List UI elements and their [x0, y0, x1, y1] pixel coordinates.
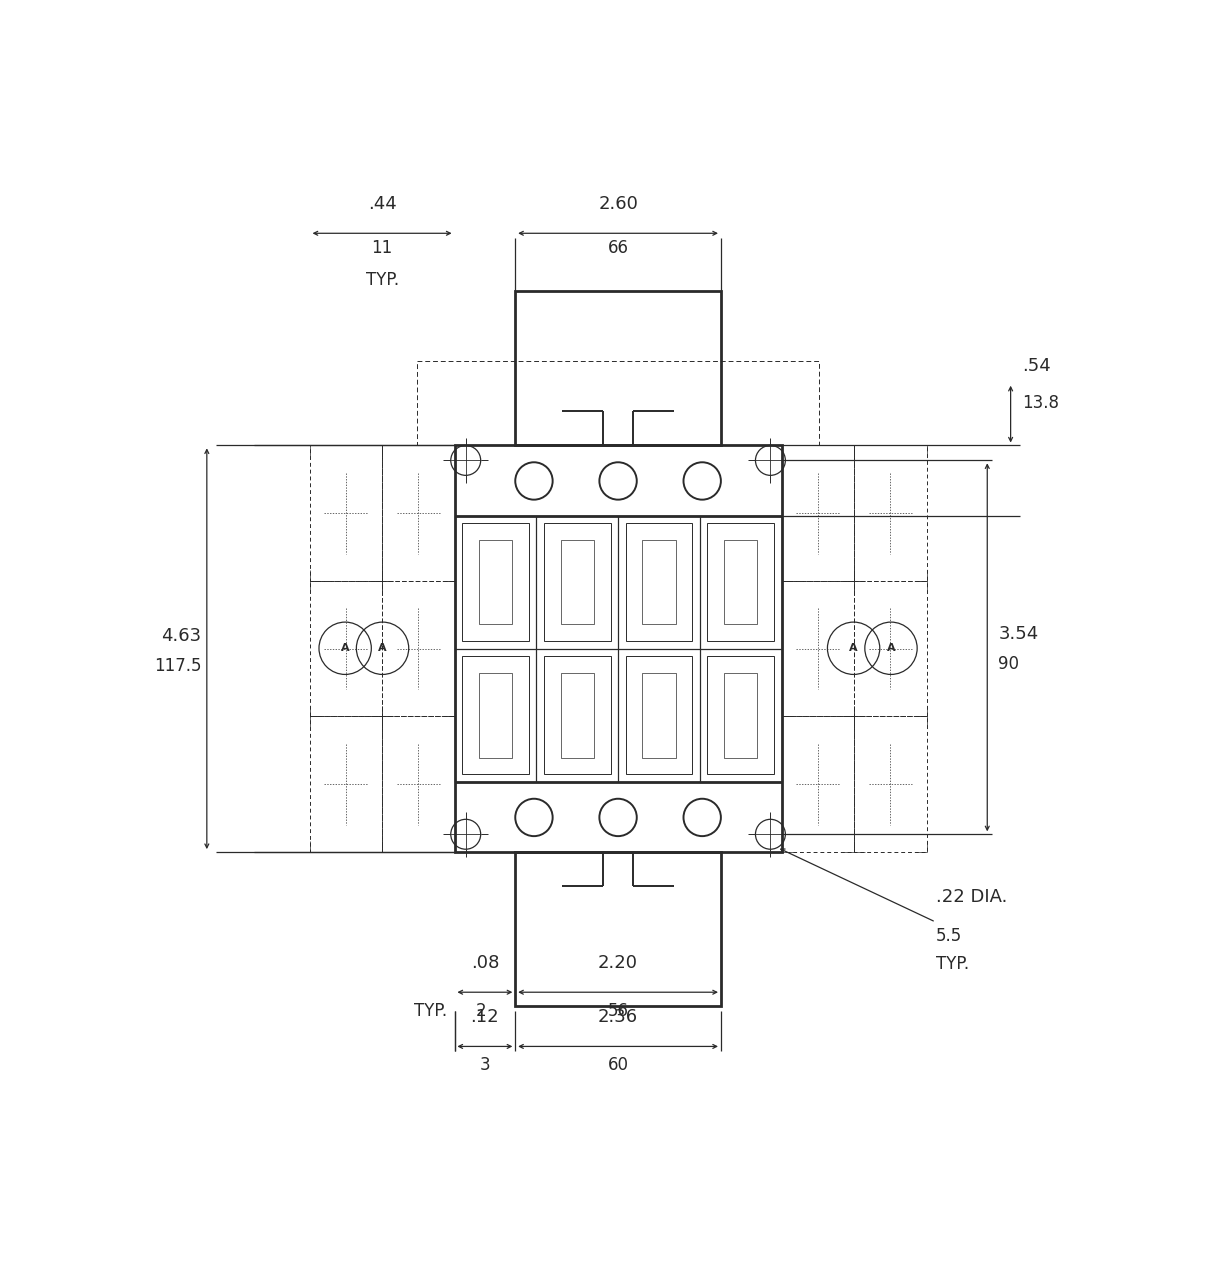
Bar	[382, 581, 455, 717]
Bar	[626, 524, 692, 641]
Bar	[561, 540, 593, 625]
Bar	[724, 540, 757, 625]
Bar	[781, 581, 854, 717]
Bar	[643, 540, 675, 625]
Text: A: A	[341, 644, 350, 653]
Text: 13.8: 13.8	[1021, 394, 1059, 412]
Bar	[708, 524, 774, 641]
Bar	[854, 717, 926, 852]
Text: A: A	[849, 644, 857, 653]
Text: 56: 56	[608, 1001, 628, 1020]
Text: 117.5: 117.5	[153, 657, 201, 675]
Bar	[854, 581, 926, 717]
Bar	[626, 657, 692, 774]
Text: 3: 3	[480, 1056, 490, 1074]
Bar	[310, 445, 382, 581]
Bar	[708, 657, 774, 774]
Text: A: A	[379, 644, 387, 653]
Text: A: A	[886, 644, 895, 653]
Text: 4.63: 4.63	[162, 627, 201, 645]
Bar	[462, 657, 528, 774]
Text: 3.54: 3.54	[999, 625, 1038, 644]
Bar	[382, 445, 455, 581]
Text: .44: .44	[368, 195, 397, 212]
Bar	[561, 673, 593, 758]
Text: 60: 60	[608, 1056, 628, 1074]
Bar	[462, 524, 528, 641]
Bar	[417, 361, 819, 445]
Bar	[854, 445, 926, 581]
Text: .08: .08	[470, 954, 499, 972]
Text: .54: .54	[1021, 357, 1050, 375]
Bar	[544, 657, 610, 774]
Bar	[544, 524, 610, 641]
Text: 2.36: 2.36	[598, 1007, 638, 1025]
Bar	[515, 292, 721, 445]
Text: 2.20: 2.20	[598, 954, 638, 972]
Text: TYP.: TYP.	[365, 270, 399, 289]
Bar	[515, 852, 721, 1006]
Bar	[781, 445, 854, 581]
Bar	[382, 717, 455, 852]
Bar	[455, 516, 781, 782]
Text: 5.5: 5.5	[936, 927, 962, 945]
Bar	[455, 445, 781, 852]
Bar	[310, 581, 382, 717]
Text: .12: .12	[470, 1007, 499, 1025]
Text: 2.60: 2.60	[598, 195, 638, 212]
Bar	[781, 717, 854, 852]
Text: 66: 66	[608, 239, 628, 257]
Text: .22 DIA.: .22 DIA.	[936, 888, 1007, 906]
Bar	[479, 673, 513, 758]
Text: TYP.: TYP.	[414, 1001, 447, 1020]
Text: 90: 90	[999, 655, 1019, 673]
Bar	[310, 717, 382, 852]
Bar	[643, 673, 675, 758]
Bar	[479, 540, 513, 625]
Text: 2: 2	[475, 1001, 486, 1020]
Text: TYP.: TYP.	[936, 955, 968, 973]
Bar	[724, 673, 757, 758]
Text: 11: 11	[371, 239, 393, 257]
